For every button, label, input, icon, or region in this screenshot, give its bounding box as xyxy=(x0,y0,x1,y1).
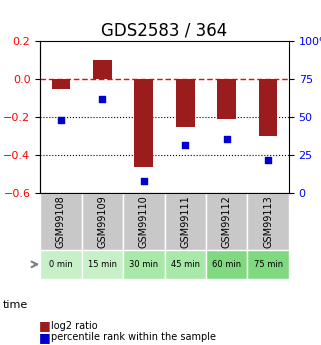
FancyBboxPatch shape xyxy=(165,193,206,250)
Point xyxy=(224,136,229,141)
Point xyxy=(58,118,64,123)
FancyBboxPatch shape xyxy=(247,250,289,279)
Text: 30 min: 30 min xyxy=(129,260,158,269)
Text: GSM99110: GSM99110 xyxy=(139,195,149,248)
Bar xyxy=(93,60,112,79)
Point xyxy=(183,142,188,147)
Text: ■: ■ xyxy=(39,331,50,344)
Text: log2 ratio: log2 ratio xyxy=(51,321,98,331)
FancyBboxPatch shape xyxy=(206,250,247,279)
Point xyxy=(141,178,146,184)
Text: time: time xyxy=(3,300,29,310)
Title: GDS2583 / 364: GDS2583 / 364 xyxy=(101,22,228,40)
Text: ■: ■ xyxy=(39,319,50,333)
Text: GSM99109: GSM99109 xyxy=(97,195,107,248)
Bar xyxy=(217,79,236,119)
FancyBboxPatch shape xyxy=(40,193,82,250)
Text: percentile rank within the sample: percentile rank within the sample xyxy=(51,333,216,342)
Text: 60 min: 60 min xyxy=(212,260,241,269)
FancyBboxPatch shape xyxy=(82,193,123,250)
Text: GSM99111: GSM99111 xyxy=(180,195,190,248)
Text: 15 min: 15 min xyxy=(88,260,117,269)
Text: GSM99113: GSM99113 xyxy=(263,195,273,248)
Text: 45 min: 45 min xyxy=(171,260,200,269)
FancyBboxPatch shape xyxy=(40,250,82,279)
FancyBboxPatch shape xyxy=(165,250,206,279)
FancyBboxPatch shape xyxy=(123,250,165,279)
Text: GSM99112: GSM99112 xyxy=(222,195,232,248)
FancyBboxPatch shape xyxy=(82,250,123,279)
Bar xyxy=(52,79,70,89)
FancyBboxPatch shape xyxy=(247,193,289,250)
Text: GSM99108: GSM99108 xyxy=(56,195,66,248)
Point xyxy=(265,157,271,162)
FancyBboxPatch shape xyxy=(123,193,165,250)
Bar xyxy=(259,79,277,136)
Bar xyxy=(176,79,195,127)
FancyBboxPatch shape xyxy=(206,193,247,250)
Bar xyxy=(134,79,153,167)
Text: 75 min: 75 min xyxy=(254,260,283,269)
Text: 0 min: 0 min xyxy=(49,260,73,269)
Point xyxy=(100,96,105,102)
